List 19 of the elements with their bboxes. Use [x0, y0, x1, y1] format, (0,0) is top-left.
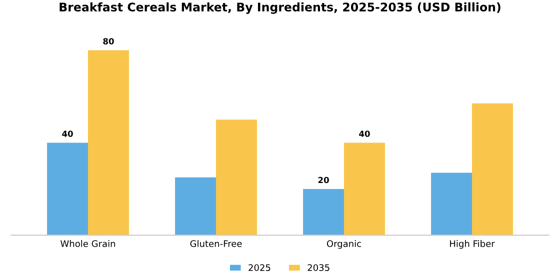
bar [47, 142, 88, 236]
bar [88, 50, 129, 236]
x-tick-label: Gluten-Free [190, 240, 242, 248]
legend-label: 2025 [248, 264, 270, 272]
x-tick-label: High Fiber [450, 240, 495, 249]
x-tick-label: Whole Grain [60, 240, 116, 248]
data-label: 40 [62, 130, 73, 137]
data-label: 80 [103, 38, 114, 44]
bar [303, 188, 344, 236]
data-label: 40 [359, 130, 370, 137]
bar [431, 172, 472, 236]
bar [344, 142, 385, 236]
data-label: 20 [318, 176, 329, 184]
legend-label: 2035 [308, 264, 330, 272]
bar [216, 120, 257, 236]
bar [472, 103, 513, 236]
chart-title: Breakfast Cereals Market, By Ingredients, 2025-2035 (USD Billion) [60, 2, 500, 14]
bar [175, 177, 216, 236]
x-tick-label: Organic [326, 240, 361, 249]
